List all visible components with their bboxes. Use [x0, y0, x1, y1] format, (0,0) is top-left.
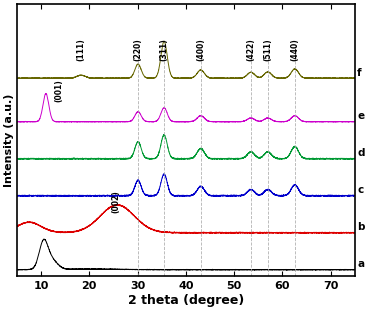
Text: (111): (111) — [76, 38, 85, 61]
Text: (311): (311) — [160, 38, 169, 61]
Text: (511): (511) — [263, 38, 272, 61]
Text: (422): (422) — [247, 38, 256, 61]
Text: (400): (400) — [196, 38, 205, 61]
Text: f: f — [357, 68, 362, 78]
Text: (440): (440) — [290, 38, 299, 61]
Text: b: b — [357, 222, 365, 232]
Text: c: c — [357, 185, 363, 195]
Text: a: a — [357, 259, 364, 269]
Text: e: e — [357, 111, 364, 121]
Text: (002): (002) — [111, 190, 120, 213]
Text: (220): (220) — [134, 38, 143, 61]
Text: (001): (001) — [54, 79, 64, 102]
X-axis label: 2 theta (degree): 2 theta (degree) — [128, 294, 244, 307]
Y-axis label: Intensity (a.u.): Intensity (a.u.) — [4, 94, 14, 187]
Text: d: d — [357, 148, 365, 158]
